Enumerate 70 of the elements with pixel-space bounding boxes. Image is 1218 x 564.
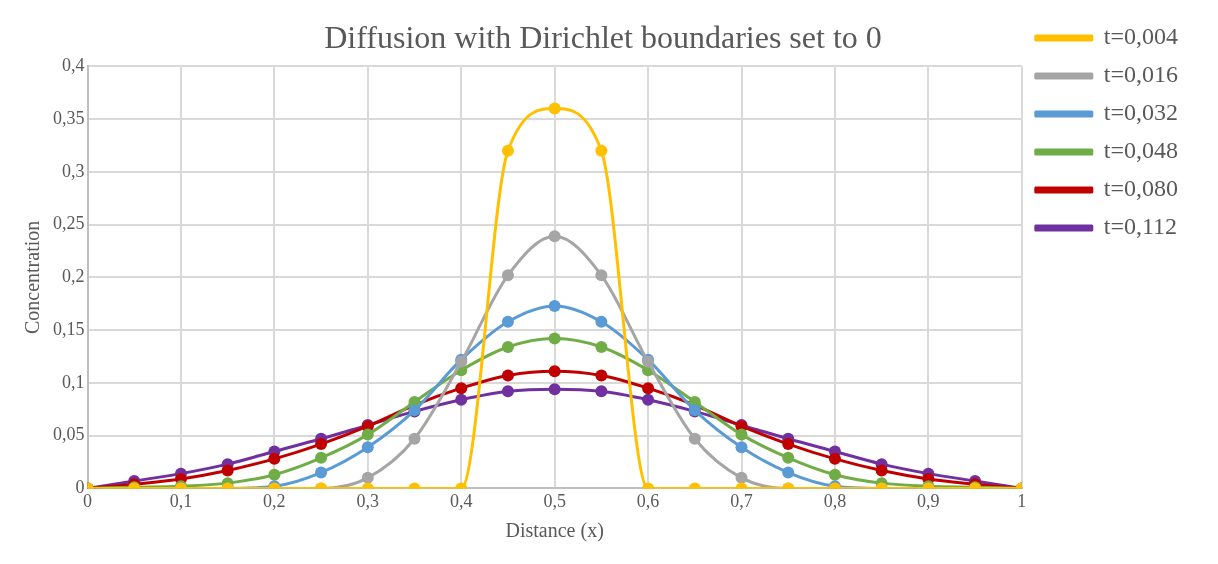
point	[501, 315, 514, 328]
point	[782, 438, 795, 451]
legend-label: t=0,112	[1103, 213, 1178, 240]
point	[361, 471, 374, 484]
point	[548, 102, 561, 115]
point	[782, 451, 795, 464]
point	[315, 438, 328, 451]
point	[642, 382, 655, 395]
point	[361, 441, 374, 454]
point	[782, 466, 795, 479]
x-tick-label: 0,4	[449, 490, 473, 511]
legend-label: t=0,032	[1103, 99, 1178, 126]
point	[595, 341, 608, 354]
y-tick-label: 0,2	[62, 266, 85, 287]
x-tick-label: 0,7	[730, 490, 753, 511]
point	[315, 466, 328, 479]
y-tick-label: 0	[75, 477, 85, 498]
point	[642, 393, 655, 406]
y-tick-label: 0,15	[53, 318, 85, 339]
point	[548, 332, 561, 345]
point	[548, 365, 561, 378]
legend-label: t=0,004	[1103, 23, 1178, 50]
point	[735, 428, 748, 441]
x-tick-label: 0,2	[263, 490, 286, 511]
x-tick-label: 0,8	[823, 490, 847, 511]
chart-title: Diffusion with Dirichlet boundaries set to 0	[324, 18, 882, 55]
point	[268, 452, 281, 465]
point	[501, 369, 514, 382]
point	[595, 385, 608, 398]
point	[595, 315, 608, 328]
point	[735, 471, 748, 484]
point	[268, 468, 281, 481]
point	[875, 464, 888, 477]
point	[501, 269, 514, 282]
point	[548, 383, 561, 396]
point	[455, 382, 468, 395]
legend-label: t=0,048	[1103, 137, 1178, 164]
point	[501, 385, 514, 398]
point	[688, 432, 701, 445]
point	[408, 432, 421, 445]
point	[595, 269, 608, 282]
y-tick-label: 0,1	[62, 371, 85, 392]
x-tick-label: 0,1	[169, 490, 193, 511]
legend-label: t=0,016	[1103, 61, 1178, 88]
x-tick-label: 0,6	[636, 490, 660, 511]
x-tick-label: 1	[1017, 490, 1027, 511]
point	[361, 428, 374, 441]
y-tick-label: 0,4	[62, 55, 85, 76]
point	[828, 468, 841, 481]
x-axis-title: Distance (x)	[505, 519, 604, 543]
x-tick-label: 0,9	[917, 490, 940, 511]
point	[315, 451, 328, 464]
point	[595, 144, 608, 157]
point	[548, 299, 561, 312]
point	[221, 464, 234, 477]
y-axis-title: Concentration	[21, 220, 44, 335]
legend-label: t=0,080	[1103, 175, 1178, 202]
y-tick-label: 0,05	[53, 424, 85, 445]
x-tick-label: 0,5	[543, 490, 566, 511]
y-tick-label: 0,3	[62, 160, 85, 181]
point	[828, 452, 841, 465]
point	[735, 441, 748, 454]
point	[455, 393, 468, 406]
point	[501, 144, 514, 157]
point	[501, 341, 514, 354]
point	[595, 369, 608, 382]
point	[548, 230, 561, 243]
y-tick-label: 0,25	[53, 213, 85, 234]
x-tick-label: 0,3	[356, 490, 380, 511]
y-tick-label: 0,35	[53, 107, 85, 128]
